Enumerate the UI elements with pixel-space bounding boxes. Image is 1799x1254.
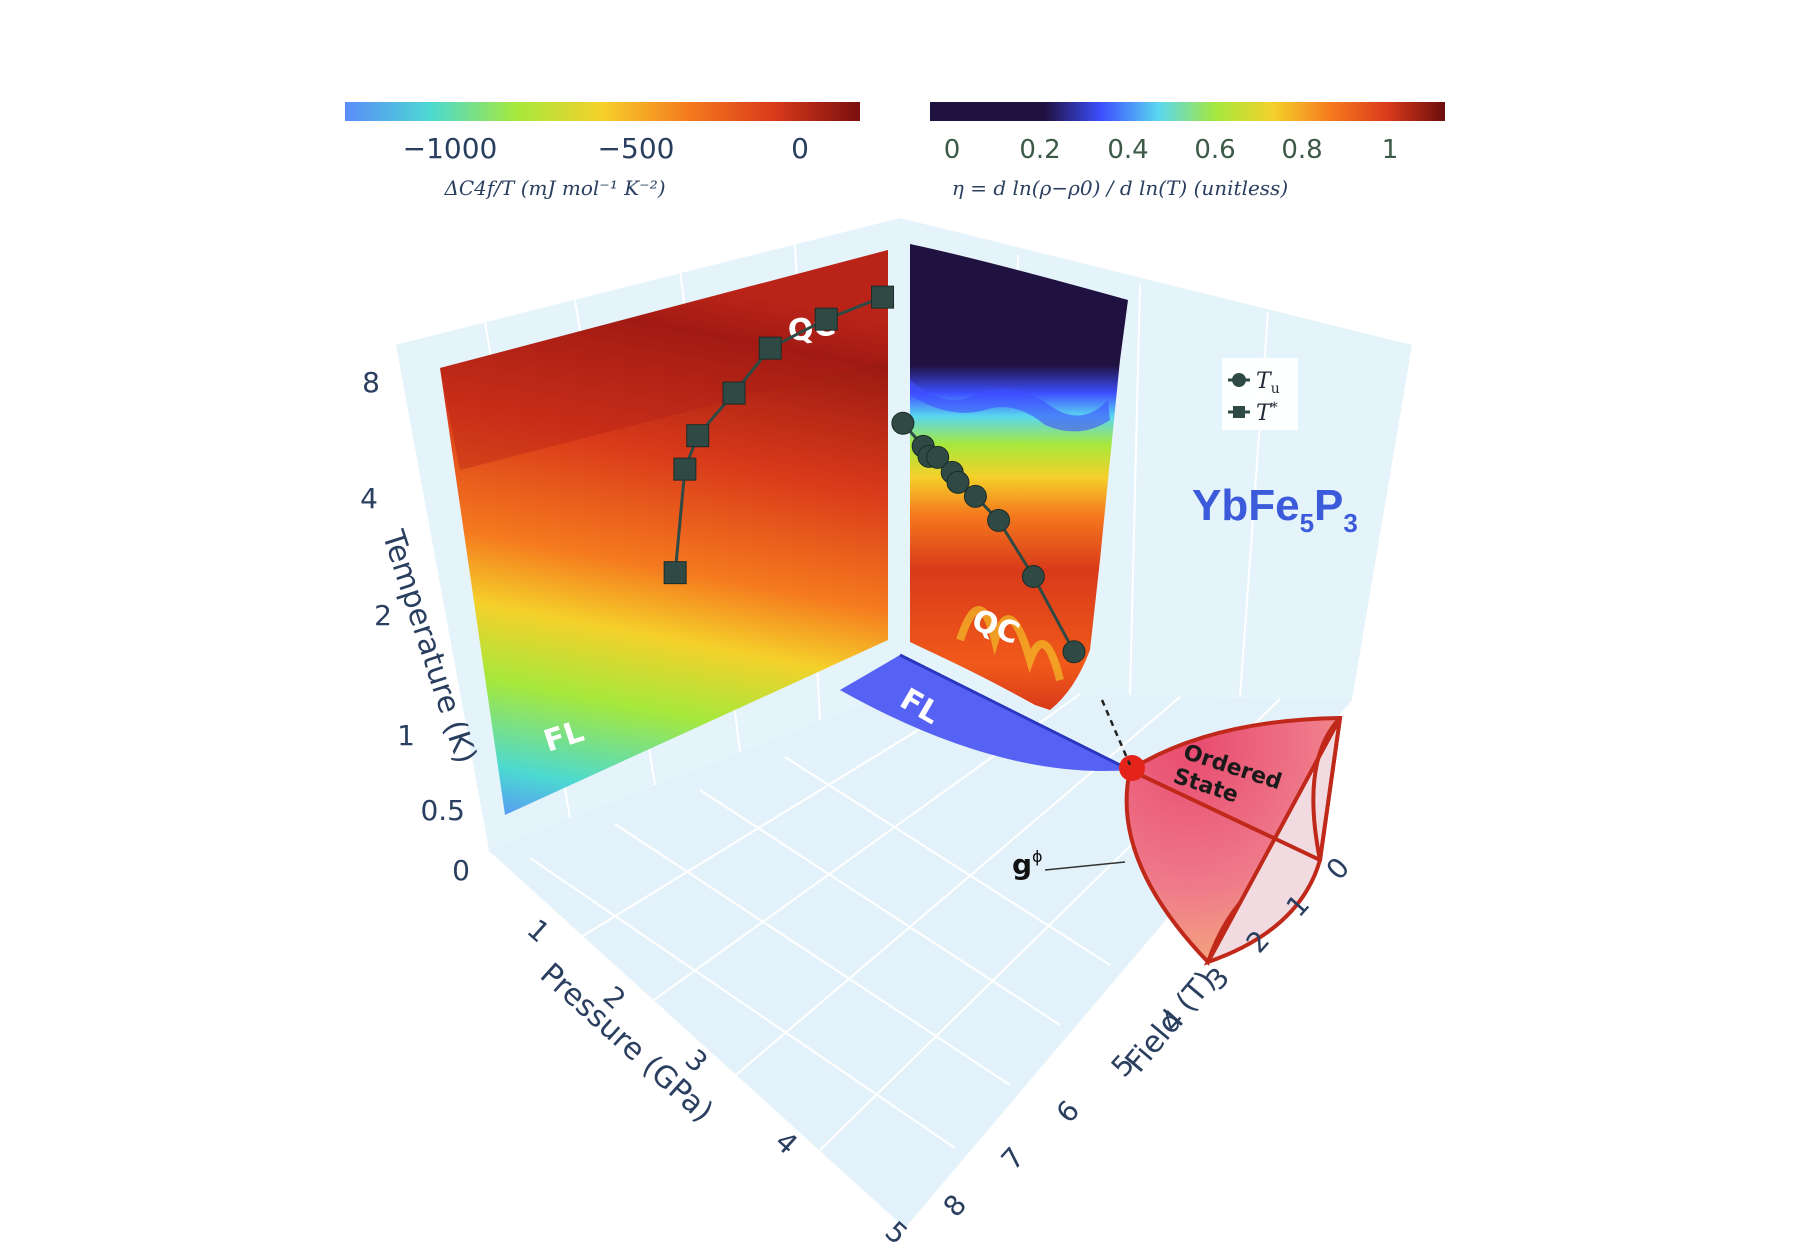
- compound-title: YbFe5P3: [1192, 481, 1358, 538]
- field-tick: 0: [1320, 851, 1356, 886]
- colorbar-resistivity-exponent-tick: 0: [944, 135, 961, 165]
- pressure-tick: 1: [521, 913, 556, 949]
- colorbar-heat-capacity-label: ΔC4f/T (mJ mol⁻¹ K⁻²): [443, 176, 665, 200]
- colorbar-heat-capacity-tick: 0: [791, 132, 809, 165]
- colorbar-resistivity-exponent-tick: 0.8: [1281, 135, 1322, 165]
- legend-tu-marker: [1232, 373, 1246, 387]
- temperature-tick: 1: [397, 719, 415, 752]
- heat-capacity-surface-glow: [440, 250, 888, 470]
- t-u-point: [926, 445, 950, 469]
- field-tick: 6: [1050, 1094, 1086, 1129]
- t-u-point: [963, 484, 987, 508]
- colorbar-resistivity-exponent-tick: 0.4: [1107, 135, 1148, 165]
- colorbar-heat-capacity-tick: −500: [598, 132, 675, 165]
- quantum-critical-point: [1119, 755, 1145, 781]
- field-tick: 7: [995, 1141, 1031, 1176]
- colorbar-heat-capacity-ticks: −1000 −500 0: [403, 132, 809, 165]
- colorbar-resistivity-exponent-tick: 1: [1382, 135, 1399, 165]
- g-phi-label: gϕ: [1012, 847, 1043, 881]
- legend: Tu T*: [1222, 358, 1298, 430]
- t-star-point: [758, 336, 782, 360]
- field-tick: 8: [937, 1188, 973, 1223]
- ordered-state-dome: [1119, 715, 1343, 966]
- fl-floor-region: [840, 655, 1130, 771]
- resistivity-surface: [910, 244, 1128, 710]
- legend-tstar-marker: [1233, 406, 1245, 418]
- colorbar-heat-capacity-tick: −1000: [403, 132, 498, 165]
- t-star-point: [673, 457, 697, 481]
- fl-floor-edge: [899, 653, 1131, 772]
- temperature-tick: 4: [360, 482, 378, 515]
- heat-capacity-surface: [440, 250, 888, 815]
- colorbar-resistivity-exponent: [930, 102, 1445, 121]
- critical-dashed-line: [1100, 699, 1132, 766]
- t-star-point: [871, 285, 895, 309]
- colorbar-resistivity-exponent-tick: 0.2: [1019, 135, 1060, 165]
- t-u-point: [946, 470, 970, 494]
- t-u-point: [1021, 565, 1045, 589]
- legend-tu-label: Tu: [1256, 369, 1280, 397]
- temperature-tick: 0.5: [420, 794, 465, 827]
- data-series: [663, 285, 1086, 664]
- temperature-tick: 0: [452, 854, 470, 887]
- t-u-point: [987, 508, 1011, 532]
- t-star-point: [814, 307, 838, 331]
- t-star-point: [663, 561, 687, 585]
- t-star-point: [686, 424, 710, 448]
- temperature-tick: 8: [362, 366, 380, 399]
- t-star-point: [722, 381, 746, 405]
- g-phi-pointer: [1044, 861, 1126, 871]
- field-axis-label: Field (T): [1119, 964, 1223, 1079]
- colorbar-resistivity-exponent-tick: 0.6: [1194, 135, 1235, 165]
- colorbar-resistivity-exponent-ticks: 0 0.2 0.4 0.6 0.8 1: [944, 135, 1399, 165]
- colorbar-heat-capacity: [345, 102, 860, 121]
- t-u-point: [891, 411, 915, 435]
- t-u-point: [1062, 640, 1086, 664]
- legend-tstar-label: T*: [1256, 400, 1278, 426]
- colorbar-resistivity-exponent-label: η = d ln(ρ−ρ0) / d ln(T) (unitless): [952, 176, 1288, 200]
- temperature-tick: 2: [374, 599, 392, 632]
- temperature-ticks: 0 0.5 1 2 4 8: [360, 366, 470, 887]
